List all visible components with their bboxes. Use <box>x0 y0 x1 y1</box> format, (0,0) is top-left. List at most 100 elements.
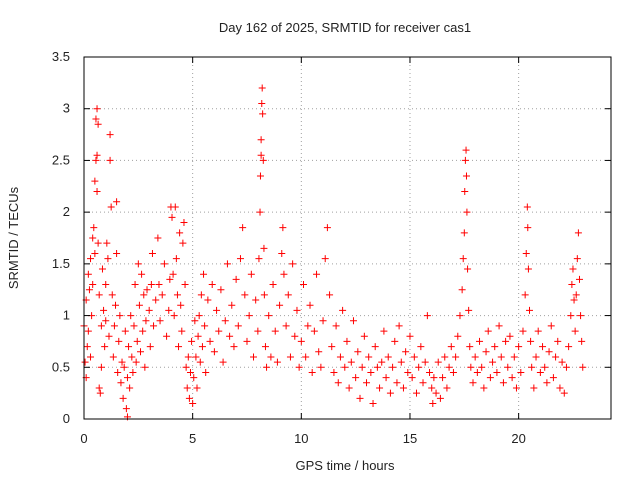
data-point <box>510 353 518 361</box>
data-point <box>120 363 128 371</box>
data-point <box>173 291 181 299</box>
data-point <box>223 260 231 268</box>
data-point <box>504 363 512 371</box>
data-point <box>543 379 551 387</box>
data-point <box>94 120 102 128</box>
data-point <box>578 337 586 345</box>
data-point <box>491 343 499 351</box>
data-point <box>89 281 97 289</box>
data-point <box>339 306 347 314</box>
data-point <box>260 244 268 252</box>
data-point <box>265 312 273 320</box>
data-point <box>105 332 113 340</box>
data-point <box>278 250 286 258</box>
data-point <box>198 343 206 351</box>
data-point <box>382 374 390 382</box>
data-point <box>192 353 200 361</box>
data-point <box>360 332 368 340</box>
data-point <box>536 368 544 376</box>
data-point <box>310 327 318 335</box>
data-point <box>462 146 470 154</box>
data-point <box>93 151 101 159</box>
data-point <box>160 260 168 268</box>
data-point <box>115 337 123 345</box>
data-point <box>432 389 440 397</box>
data-point <box>147 281 155 289</box>
data-point <box>447 343 455 351</box>
data-point <box>206 337 214 345</box>
data-point <box>175 343 183 351</box>
data-point <box>460 229 468 237</box>
data-point <box>428 384 436 392</box>
data-point <box>343 337 351 345</box>
data-point <box>116 312 124 320</box>
data-point <box>132 358 140 366</box>
data-point <box>252 296 260 304</box>
data-point <box>171 203 179 211</box>
data-point <box>130 322 138 330</box>
data-point <box>421 358 429 366</box>
data-point <box>436 394 444 402</box>
data-point <box>330 368 338 376</box>
data-point <box>572 291 580 299</box>
data-point <box>241 291 249 299</box>
data-point <box>258 100 266 108</box>
data-point <box>399 384 407 392</box>
data-point <box>280 270 288 278</box>
data-point <box>356 394 364 402</box>
data-point <box>104 255 112 263</box>
data-point <box>183 384 191 392</box>
data-point <box>570 296 578 304</box>
data-point <box>332 322 340 330</box>
data-point <box>247 270 255 278</box>
data-point <box>140 291 148 299</box>
data-point <box>107 203 115 211</box>
data-point <box>568 281 576 289</box>
data-point <box>154 234 162 242</box>
data-point <box>95 384 103 392</box>
data-point <box>419 379 427 387</box>
data-point <box>289 260 297 268</box>
data-point <box>92 156 100 164</box>
data-point <box>549 374 557 382</box>
chart-title: Day 162 of 2025, SRMTID for receiver cas… <box>219 20 471 35</box>
data-point <box>243 337 251 345</box>
data-point <box>87 255 95 263</box>
data-point <box>429 399 437 407</box>
data-point <box>445 363 453 371</box>
data-point <box>313 270 321 278</box>
data-point <box>365 353 373 361</box>
data-point <box>454 332 462 340</box>
data-point <box>528 363 536 371</box>
data-points <box>80 84 587 421</box>
data-point <box>230 343 238 351</box>
x-tick-label: 5 <box>189 431 196 446</box>
data-point <box>532 353 540 361</box>
data-point <box>461 156 469 164</box>
data-point <box>208 281 216 289</box>
data-point <box>170 312 178 320</box>
x-tick-label: 0 <box>80 431 87 446</box>
data-point <box>190 374 198 382</box>
data-point <box>480 384 488 392</box>
data-point <box>142 317 150 325</box>
data-point <box>449 368 457 376</box>
data-point <box>150 322 158 330</box>
data-point <box>129 368 137 376</box>
data-point <box>210 348 218 356</box>
data-point <box>573 255 581 263</box>
data-point <box>434 358 442 366</box>
data-point <box>193 384 201 392</box>
data-point <box>486 374 494 382</box>
data-point <box>517 368 525 376</box>
data-point <box>121 327 129 335</box>
data-point <box>571 327 579 335</box>
data-point <box>463 208 471 216</box>
data-point <box>552 353 560 361</box>
data-point <box>426 368 434 376</box>
data-point <box>186 368 194 376</box>
data-point <box>245 312 253 320</box>
data-point <box>141 363 149 371</box>
data-point <box>258 84 266 92</box>
data-point <box>319 317 327 325</box>
